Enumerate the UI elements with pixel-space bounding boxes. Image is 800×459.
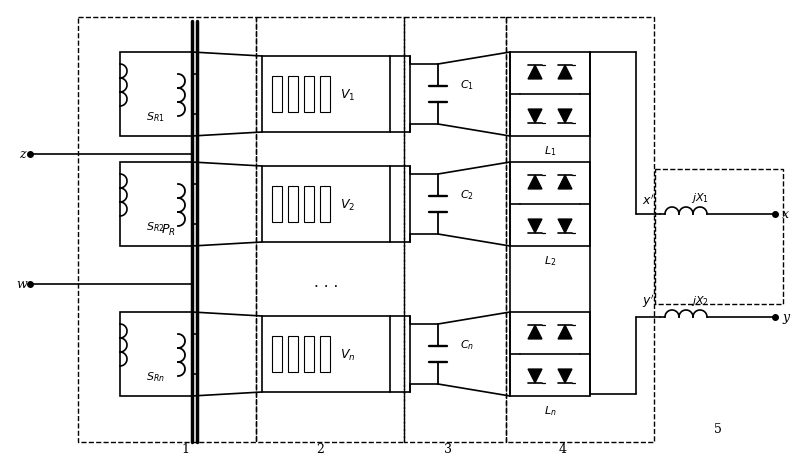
Text: $V_n$: $V_n$ (340, 347, 356, 362)
Bar (262, 57, 390, 133)
Bar (272, 187, 282, 223)
Bar (320, 336, 330, 372)
Polygon shape (528, 66, 542, 80)
Bar (320, 77, 330, 113)
Bar (262, 316, 390, 392)
Bar (404, 18, 506, 442)
Text: z: z (18, 148, 26, 161)
Bar (120, 162, 192, 246)
Bar (120, 53, 192, 137)
Polygon shape (528, 325, 542, 339)
Text: 4: 4 (559, 442, 567, 455)
Bar (506, 18, 654, 442)
Text: $L_n$: $L_n$ (544, 403, 556, 417)
Polygon shape (558, 176, 572, 190)
Bar (655, 170, 783, 304)
Text: $P_R$: $P_R$ (161, 222, 175, 237)
Bar (262, 167, 390, 242)
Bar (304, 187, 314, 223)
Polygon shape (558, 369, 572, 383)
Bar (272, 336, 282, 372)
Text: $L_1$: $L_1$ (544, 144, 556, 157)
Polygon shape (528, 176, 542, 190)
Text: $y'$: $y'$ (642, 292, 654, 309)
Bar (120, 312, 192, 396)
Bar (272, 77, 282, 113)
Text: $V_1$: $V_1$ (340, 87, 356, 102)
Polygon shape (528, 369, 542, 383)
Text: $S_{Rn}$: $S_{Rn}$ (146, 369, 165, 383)
Polygon shape (558, 110, 572, 124)
Text: $x'$: $x'$ (642, 193, 654, 207)
Text: $jX_1$: $jX_1$ (691, 190, 709, 205)
Polygon shape (558, 325, 572, 339)
Text: · · ·: · · · (314, 280, 338, 293)
Text: $C_1$: $C_1$ (460, 78, 474, 92)
Text: $jX_2$: $jX_2$ (691, 293, 709, 308)
Bar (288, 336, 298, 372)
Bar (304, 336, 314, 372)
Text: $C_2$: $C_2$ (460, 188, 474, 202)
Bar (304, 77, 314, 113)
Text: 2: 2 (316, 442, 324, 455)
Text: $S_{R2}$: $S_{R2}$ (146, 219, 164, 233)
Bar (320, 187, 330, 223)
Text: 1: 1 (181, 442, 189, 455)
Polygon shape (558, 219, 572, 234)
Polygon shape (558, 66, 572, 80)
Polygon shape (528, 110, 542, 124)
Text: $C_n$: $C_n$ (460, 337, 474, 351)
Text: $V_2$: $V_2$ (341, 197, 355, 212)
Polygon shape (528, 219, 542, 234)
Text: $S_{R1}$: $S_{R1}$ (146, 110, 164, 123)
Text: y: y (782, 311, 789, 324)
Bar (78, 18, 256, 442)
Text: x: x (782, 208, 789, 221)
Text: 5: 5 (714, 423, 722, 436)
Bar (256, 18, 404, 442)
Text: $L_2$: $L_2$ (544, 253, 556, 267)
Bar (288, 77, 298, 113)
Bar (288, 187, 298, 223)
Text: w: w (17, 278, 27, 291)
Text: 3: 3 (444, 442, 452, 455)
